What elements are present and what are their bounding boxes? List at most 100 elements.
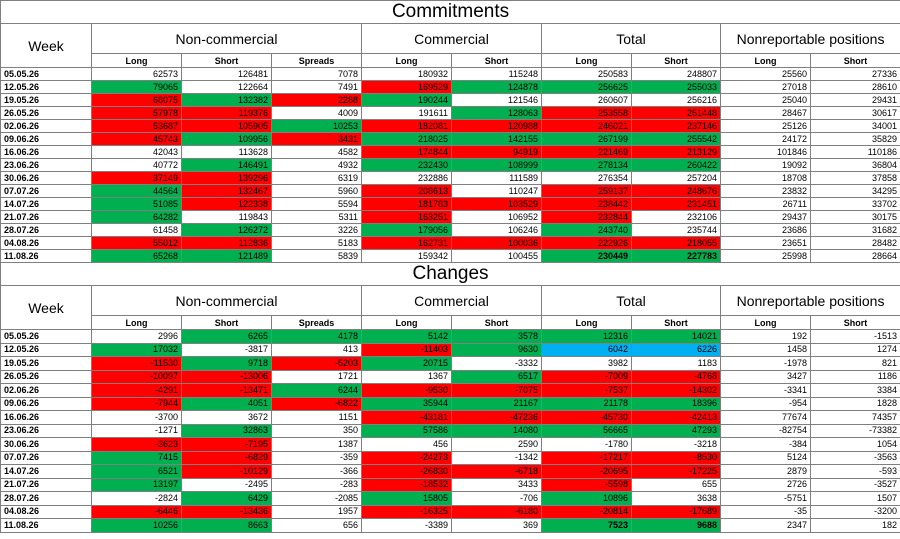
- value-cell: 126481: [181, 67, 272, 81]
- group-noncommercial: Non-commercial: [91, 285, 362, 316]
- value-cell: 5960: [271, 184, 362, 198]
- value-cell: 235744: [631, 223, 721, 237]
- value-cell: 101846: [720, 145, 811, 159]
- value-cell: 6429: [181, 491, 272, 506]
- table-row: 28.07.26 61458 126272 3226 179056 106246 24374…: [0, 223, 900, 237]
- week-cell: 23.06.26: [0, 423, 92, 438]
- value-cell: 74357: [809, 410, 900, 425]
- value-cell: -7944: [91, 396, 182, 411]
- table-row: 23.06.26 -1271 32863 350 57586 14080 56665 4729…: [0, 423, 900, 438]
- week-cell: 02.06.26: [0, 383, 92, 398]
- value-cell: 30175: [809, 210, 900, 224]
- value-cell: 350: [271, 423, 362, 438]
- value-cell: 119843: [181, 210, 272, 224]
- value-cell: 1828: [809, 396, 900, 411]
- value-cell: 27018: [720, 80, 811, 94]
- week-cell: 19.05.26: [0, 93, 92, 107]
- value-cell: 28482: [809, 236, 900, 250]
- value-cell: 57586: [361, 423, 452, 438]
- value-cell: -18532: [361, 477, 452, 492]
- value-cell: -954: [720, 396, 811, 411]
- value-cell: 112836: [181, 236, 272, 250]
- table-row: 11.08.26 65268 121489 5839 159342 100455 23044…: [0, 249, 900, 263]
- value-cell: 33702: [809, 197, 900, 211]
- value-cell: 3638: [631, 491, 721, 506]
- value-cell: 119376: [181, 106, 272, 120]
- value-cell: 103529: [451, 197, 542, 211]
- value-cell: 23651: [720, 236, 811, 250]
- week-cell: 28.07.26: [0, 223, 92, 237]
- table-row: 30.06.26 -3623 -7195 1387 456 2590 -1780 -3218-…: [0, 437, 900, 452]
- value-cell: -24273: [361, 450, 452, 465]
- value-cell: 10896: [541, 491, 632, 506]
- subheader: Short: [631, 315, 721, 330]
- table-row: 07.07.26 7415 -6829 -359 -24273 -1342 -17217 -8…: [0, 450, 900, 465]
- value-cell: 180932: [361, 67, 452, 81]
- value-cell: -7075: [451, 383, 542, 398]
- value-cell: 238442: [541, 197, 632, 211]
- value-cell: 9630: [451, 342, 542, 357]
- value-cell: 126272: [181, 223, 272, 237]
- value-cell: 6517: [451, 369, 542, 384]
- value-cell: 3982: [541, 356, 632, 371]
- value-cell: 17032: [91, 342, 182, 357]
- value-cell: -2495: [181, 477, 272, 492]
- value-cell: 45743: [91, 132, 182, 146]
- subheader: Long: [720, 53, 811, 68]
- value-cell: 3427: [720, 369, 811, 384]
- subheader: Spreads: [271, 53, 362, 68]
- week-cell: 26.05.26: [0, 106, 92, 120]
- subheader: Short: [181, 53, 272, 68]
- value-cell: 7523: [541, 518, 632, 533]
- value-cell: -11403: [361, 342, 452, 357]
- week-cell: 07.07.26: [0, 184, 92, 198]
- value-cell: 248676: [631, 184, 721, 198]
- value-cell: 208613: [361, 184, 452, 198]
- value-cell: 5594: [271, 197, 362, 211]
- value-cell: -366: [271, 464, 362, 479]
- table-row: 21.07.26 64282 119843 5311 163251 106952 23284…: [0, 210, 900, 224]
- value-cell: 276354: [541, 171, 632, 185]
- value-cell: 51085: [91, 197, 182, 211]
- value-cell: 106246: [451, 223, 542, 237]
- value-cell: 6042: [541, 342, 632, 357]
- value-cell: -3700: [91, 410, 182, 425]
- subheader: Long: [541, 315, 632, 330]
- subheader: Long: [91, 53, 182, 68]
- value-cell: 146491: [181, 158, 272, 172]
- value-cell: 35829: [809, 132, 900, 146]
- value-cell: 163251: [361, 210, 452, 224]
- table-row: 11.08.26 10256 8663 656 -3389 369 7523 9688 2347…: [0, 518, 900, 533]
- value-cell: 25998: [720, 249, 811, 263]
- value-cell: 37149: [91, 171, 182, 185]
- table-row: 21.07.26 13197 -2495 -283 -18532 3433 -5598 655…: [0, 477, 900, 492]
- value-cell: -5751: [720, 491, 811, 506]
- value-cell: 108999: [451, 158, 542, 172]
- table-row: 12.05.26 17032 -3817 413 -11403 9630 6042 6226 1…: [0, 342, 900, 357]
- subheader: Spreads: [271, 315, 362, 330]
- value-cell: 1054: [809, 437, 900, 452]
- value-cell: -9530: [361, 383, 452, 398]
- value-cell: 1151: [271, 410, 362, 425]
- value-cell: 251448: [631, 106, 721, 120]
- subheader: Long: [91, 315, 182, 330]
- value-cell: -6180: [451, 504, 542, 519]
- value-cell: 7491: [271, 80, 362, 94]
- value-cell: -3389: [361, 518, 452, 533]
- table-row: 30.06.26 37149 139296 6319 232886 111589 27635…: [0, 171, 900, 185]
- value-cell: 1186: [809, 369, 900, 384]
- value-cell: -1271: [91, 423, 182, 438]
- value-cell: 232106: [631, 210, 721, 224]
- value-cell: 232886: [361, 171, 452, 185]
- value-cell: -16325: [361, 504, 452, 519]
- value-cell: 53687: [91, 119, 182, 133]
- value-cell: -13471: [181, 383, 272, 398]
- value-cell: 10253: [271, 119, 362, 133]
- changes-title: Changes: [0, 262, 900, 286]
- week-header: Week: [0, 285, 92, 330]
- value-cell: 3672: [181, 410, 272, 425]
- table-row: 14.07.26 6521 -10129 -366 -26830 -6718 -20695-…: [0, 464, 900, 479]
- value-cell: 29431: [809, 93, 900, 107]
- value-cell: -45730: [541, 410, 632, 425]
- subheader: Long: [361, 53, 452, 68]
